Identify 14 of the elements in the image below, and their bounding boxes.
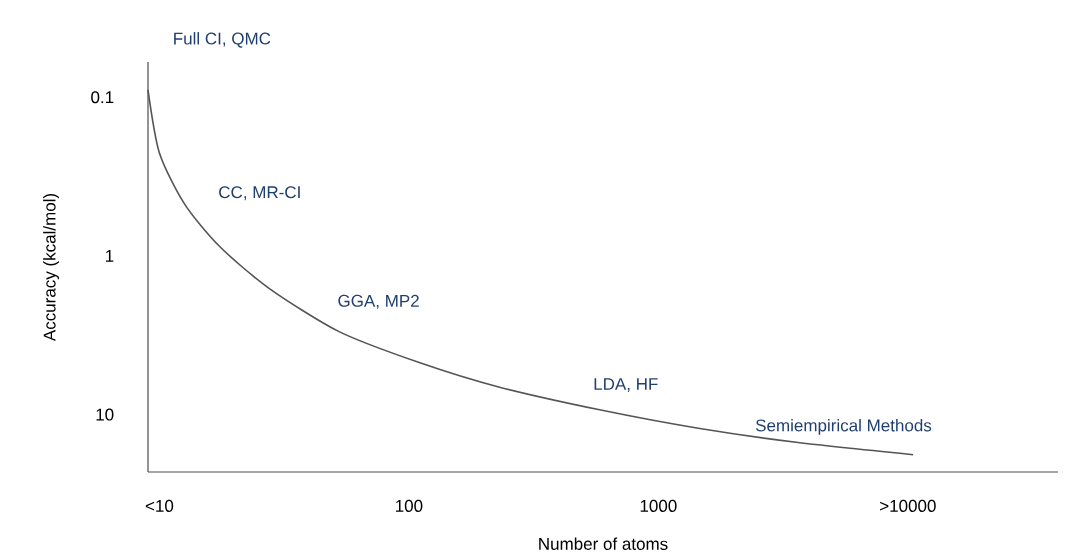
annotation: GGA, MP2	[338, 294, 419, 309]
y-axis-title: Accuracy (kcal/mol)	[43, 193, 59, 342]
x-tick-label: >10000	[880, 499, 936, 512]
x-tick-label: 1000	[640, 499, 677, 512]
x-tick-label: 100	[396, 499, 423, 512]
y-tick-label: 10	[96, 408, 114, 421]
annotation: LDA, HF	[594, 378, 658, 393]
annotation: CC, MR-CI	[219, 186, 300, 201]
x-tick-label: <10	[145, 499, 174, 512]
text: Full CI, QMC	[174, 32, 271, 48]
y-tick-label: 0.1	[91, 91, 114, 104]
x-axis-title: Number of atoms	[539, 537, 668, 550]
y-tick-label: 1	[105, 250, 114, 262]
annotation: Semiempirical Methods	[755, 418, 932, 435]
